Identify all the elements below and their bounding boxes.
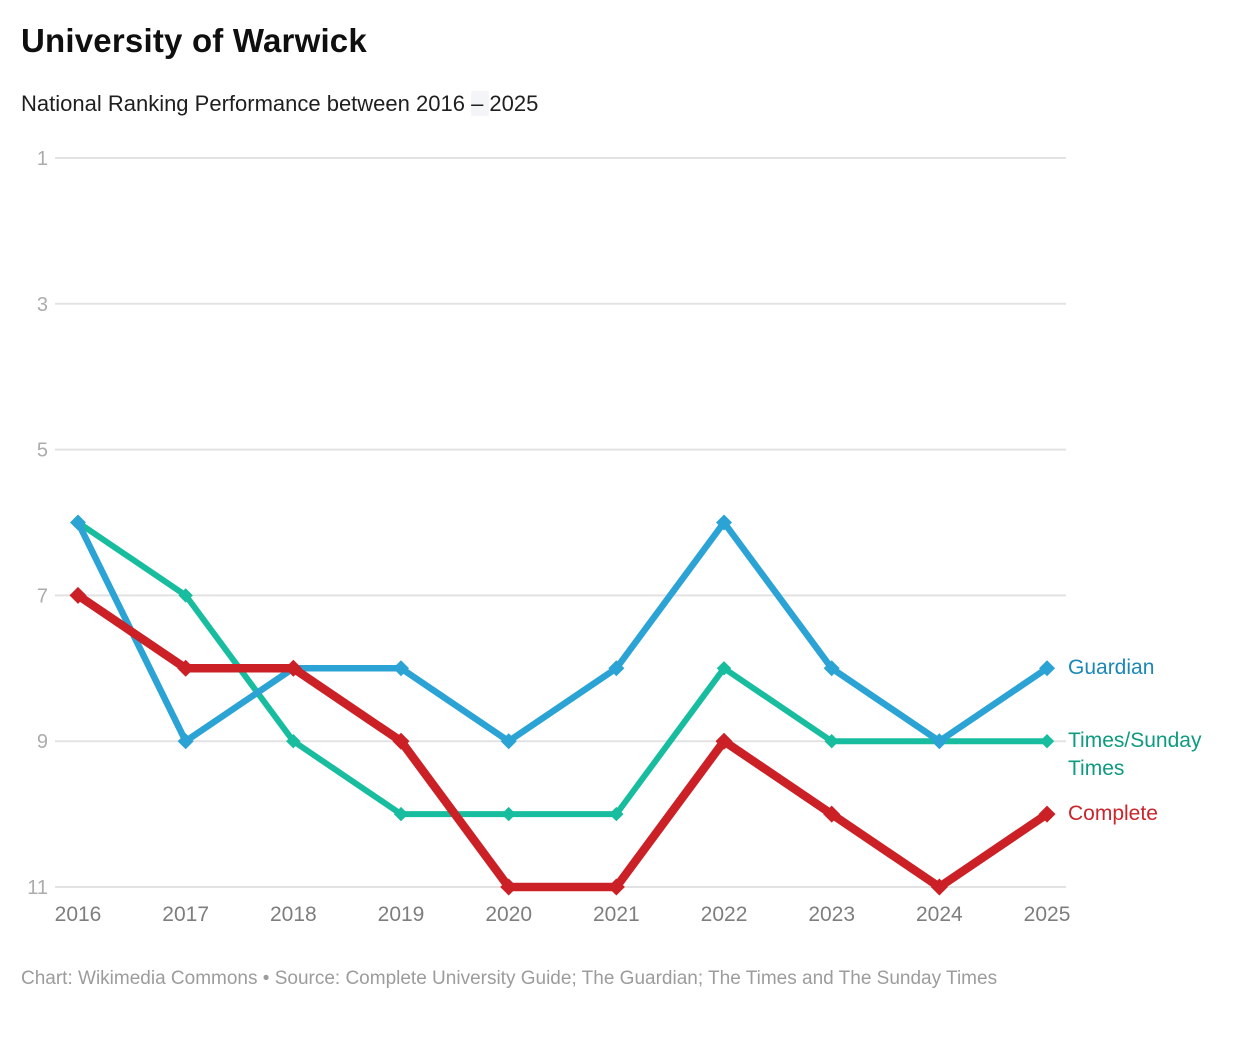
complete-line bbox=[73, 591, 1052, 892]
complete-marker-2016 bbox=[69, 586, 87, 604]
guardian-marker-2017 bbox=[177, 733, 194, 750]
guardian-marker-2020 bbox=[500, 733, 517, 750]
x-axis-tick-label-2019: 2019 bbox=[378, 903, 425, 926]
guardian-line bbox=[74, 519, 1051, 745]
guardian-marker-2019 bbox=[393, 660, 410, 677]
legend-label-complete: Complete bbox=[1068, 802, 1158, 825]
times-sunday-times-marker-2018 bbox=[286, 734, 301, 749]
x-axis-tick-label-2022: 2022 bbox=[701, 903, 748, 926]
page-title: University of Warwick bbox=[21, 22, 367, 59]
times-sunday-times-marker-2025 bbox=[1039, 734, 1055, 749]
y-axis-tick-label-3: 3 bbox=[37, 294, 48, 316]
guardian-marker-2023 bbox=[823, 660, 840, 677]
y-axis-tick-label-1: 1 bbox=[37, 148, 48, 170]
times-sunday-times-marker-2017 bbox=[178, 588, 193, 603]
subtitle-dash-highlight: – bbox=[471, 91, 490, 116]
x-axis-tick-label-2024: 2024 bbox=[916, 903, 963, 926]
guardian-marker-2021 bbox=[608, 660, 625, 677]
x-axis-tick-label-2021: 2021 bbox=[593, 903, 640, 926]
x-axis-tick-label-2025: 2025 bbox=[1024, 903, 1071, 926]
times-sunday-times-marker-2023 bbox=[824, 734, 839, 749]
x-axis-tick-label-2020: 2020 bbox=[485, 903, 532, 926]
complete-marker-2021 bbox=[607, 878, 625, 896]
chart-attribution: Chart: Wikimedia Commons • Source: Compl… bbox=[21, 968, 998, 989]
complete-marker-2024 bbox=[930, 878, 948, 896]
y-axis-tick-label-9: 9 bbox=[37, 731, 48, 753]
complete-marker-2025 bbox=[1038, 805, 1056, 823]
x-axis-tick-label-2016: 2016 bbox=[55, 903, 102, 926]
legend-label-guardian: Guardian bbox=[1068, 656, 1155, 679]
y-axis-tick-label-11: 11 bbox=[27, 877, 48, 899]
subtitle-text-before: National Ranking Performance between 201… bbox=[21, 91, 472, 116]
x-axis-tick-label-2017: 2017 bbox=[162, 903, 209, 926]
complete-marker-2022 bbox=[715, 732, 733, 750]
subtitle-text-after: 2025 bbox=[489, 91, 539, 116]
guardian-marker-2025 bbox=[1039, 660, 1056, 677]
y-axis-tick-label-7: 7 bbox=[37, 585, 48, 607]
times-sunday-times-marker-2022 bbox=[716, 661, 732, 676]
complete-marker-2018 bbox=[284, 659, 302, 677]
complete-marker-2023 bbox=[823, 805, 841, 823]
x-axis-tick-label-2018: 2018 bbox=[270, 903, 317, 926]
times-sunday-times-marker-2019 bbox=[393, 806, 409, 822]
guardian-marker-2016 bbox=[70, 514, 86, 531]
times-sunday-times-marker-2021 bbox=[609, 806, 624, 822]
chart-subtitle: National Ranking Performance between 201… bbox=[21, 91, 538, 117]
complete-marker-2020 bbox=[500, 878, 518, 896]
x-axis-tick-label-2023: 2023 bbox=[808, 903, 855, 926]
complete-marker-2017 bbox=[177, 659, 195, 677]
times-sunday-times-marker-2020 bbox=[501, 806, 516, 822]
y-axis-tick-label-5: 5 bbox=[37, 440, 48, 462]
complete-marker-2019 bbox=[392, 732, 410, 750]
guardian-marker-2024 bbox=[931, 733, 948, 750]
legend-label-times-sunday-times: Times/Sunday Times bbox=[1068, 729, 1202, 780]
guardian-marker-2022 bbox=[716, 514, 733, 531]
